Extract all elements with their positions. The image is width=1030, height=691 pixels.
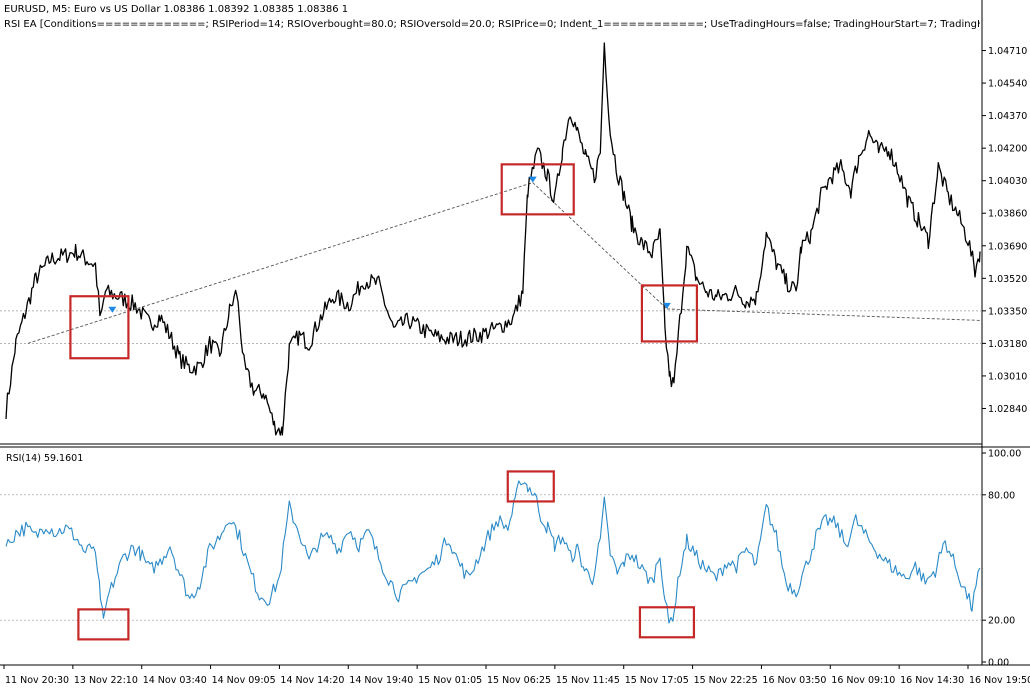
price-highlight-box [69,295,130,360]
rsi-tick-label: 80.00 [988,490,1015,501]
time-tick-label: 14 Nov 03:40 [143,675,207,686]
price-highlight-boxes [69,163,699,360]
time-tick-label: 15 Nov 06:25 [487,675,551,686]
trade-arrow-marks [108,176,671,313]
trade-lines [27,182,981,344]
price-tick-label: 1.04200 [988,144,1027,155]
rsi-highlight-box [506,470,555,503]
rsi-highlight-box [638,606,696,639]
rsi-axis: 0.00 20.00 80.00 100.00 [982,449,1021,669]
time-tick-label: 16 Nov 14:30 [900,675,964,686]
price-line [5,42,981,436]
rsi-level-lines [0,494,982,621]
time-tick-label: 15 Nov 17:05 [625,675,689,686]
trade-arrow-mark [662,302,671,309]
price-highlight-box [640,284,699,343]
time-axis: 11 Nov 20:30 13 Nov 22:10 14 Nov 03:40 14 N… [3,665,1030,686]
rsi-highlight-boxes [77,470,696,641]
price-tick-label: 1.03860 [988,209,1027,220]
price-tick-label: 1.04710 [988,46,1027,57]
rsi-highlight-box [77,608,130,641]
rsi-tick-label: 0.00 [988,658,1009,669]
time-tick-label: 13 Nov 22:10 [74,675,138,686]
trade-arrow-mark [528,176,537,183]
time-tick-label: 14 Nov 19:40 [349,675,413,686]
price-tick-label: 1.03690 [988,241,1027,252]
price-tick-label: 1.04370 [988,111,1027,122]
time-tick-label: 11 Nov 20:30 [5,675,69,686]
time-tick-label: 16 Nov 19:50 [969,675,1030,686]
rsi-line [5,480,981,624]
price-highlight-box [500,163,575,216]
price-tick-label: 1.03520 [988,274,1027,285]
trade-line [27,182,533,344]
rsi-series [5,480,981,624]
time-tick-label: 15 Nov 01:05 [418,675,482,686]
trade-line [532,182,668,310]
rsi-tick-label: 100.00 [988,449,1021,460]
rsi-tick-label: 20.00 [988,616,1015,627]
time-tick-label: 16 Nov 03:50 [762,675,826,686]
price-tick-label: 1.04030 [988,176,1027,187]
time-tick-label: 15 Nov 11:45 [556,675,620,686]
frame [0,0,1030,666]
price-series [5,42,981,436]
price-axis: 1.02840 1.03010 1.03180 1.03350 1.03520 1.036… [982,46,1027,415]
chart-header-ea-params: RSI EA [Conditions=============; RSIPeri… [4,19,980,30]
time-tick-label: 16 Nov 09:10 [831,675,895,686]
trade-arrow-mark [108,306,117,313]
price-tick-label: 1.03350 [988,306,1027,317]
price-tick-label: 1.02840 [988,404,1027,415]
time-tick-label: 14 Nov 14:20 [280,675,344,686]
time-tick-label: 15 Nov 22:25 [694,675,758,686]
trade-line [666,308,981,321]
price-tick-label: 1.03010 [988,371,1027,382]
time-tick-label: 14 Nov 09:05 [212,675,276,686]
price-tick-label: 1.04540 [988,79,1027,90]
chart-header-symbol: EURUSD, M5: Euro vs US Dollar 1.08386 1.… [4,4,349,15]
rsi-label: RSI(14) 59.1601 [6,453,83,464]
price-tick-label: 1.03180 [988,339,1027,350]
